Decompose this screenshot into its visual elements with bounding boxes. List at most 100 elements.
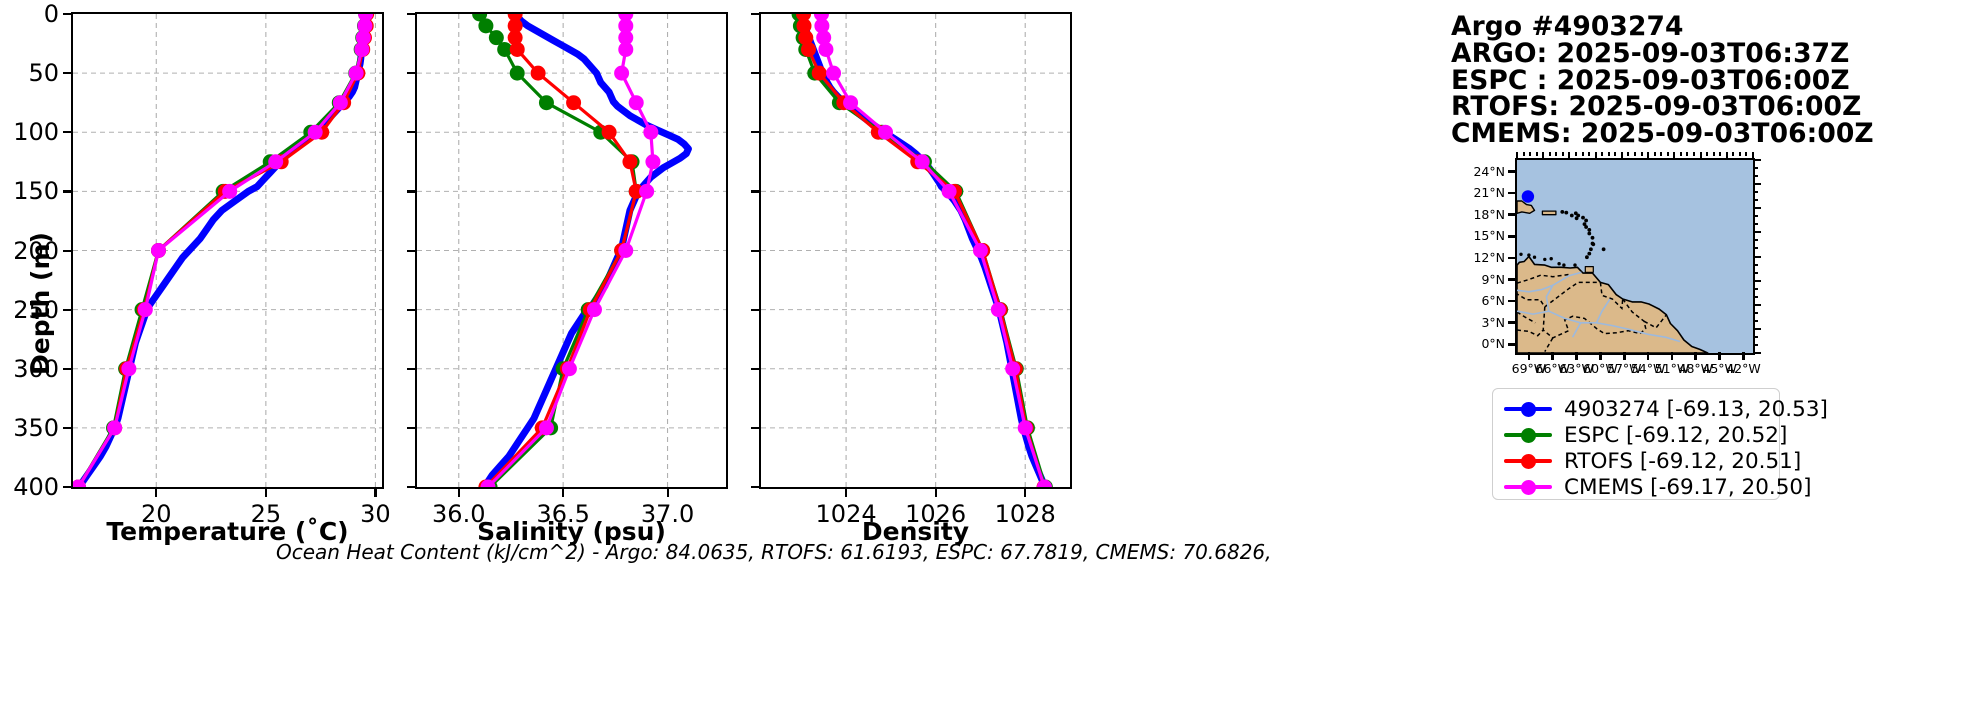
- legend-item-label: ESPC [-69.12, 20.52]: [1564, 422, 1788, 448]
- x-tick-mark: [666, 488, 669, 497]
- temperature-curves: [73, 14, 382, 487]
- y-tick-mark: [407, 249, 416, 252]
- y-tick-mark: [751, 190, 760, 193]
- map-lat-tick-mark: [1508, 342, 1516, 346]
- y-tick-mark: [751, 486, 760, 489]
- map-right-tick-mark: [1754, 239, 1758, 242]
- density-axis-label: Density: [861, 517, 970, 546]
- map-right-tick-mark: [1754, 319, 1758, 322]
- location-map[interactable]: [1515, 158, 1755, 355]
- map-lon-tick-mark: [1742, 352, 1745, 360]
- map-top-tick-mark: [1706, 152, 1709, 156]
- map-lon-tick-mark: [1646, 352, 1650, 360]
- y-tick-mark: [63, 486, 72, 489]
- series-legend[interactable]: 4903274 [-69.13, 20.53] ESPC [-69.12, 20.…: [1492, 388, 1828, 500]
- map-right-tick-mark: [1754, 199, 1758, 202]
- map-right-tick-mark: [1754, 183, 1761, 186]
- x-tick-mark: [934, 488, 937, 497]
- map-lon-tick-mark: [1575, 352, 1578, 360]
- y-tick-mark: [407, 72, 416, 75]
- x-tick-mark: [845, 488, 848, 497]
- map-lat-tick-label: 24°N: [1473, 163, 1505, 179]
- y-tick-mark: [63, 13, 72, 16]
- map-top-tick-mark: [1607, 152, 1610, 156]
- x-tick-label: 36.5: [536, 500, 590, 528]
- y-tick-mark: [63, 249, 72, 252]
- header-line-0: Argo #4903274: [1451, 11, 1684, 42]
- y-tick-label: 300: [13, 354, 59, 383]
- map-top-tick-mark: [1647, 152, 1650, 159]
- map-right-tick-mark: [1754, 247, 1758, 250]
- y-tick-mark: [407, 486, 416, 489]
- legend-item-2[interactable]: RTOFS [-69.12, 20.51]: [1504, 448, 1801, 474]
- y-tick-label: 350: [13, 413, 59, 442]
- y-tick-label: 150: [13, 177, 59, 206]
- header-line-3: RTOFS: 2025-09-03T06:00Z: [1451, 91, 1862, 123]
- x-tick-mark: [457, 488, 460, 497]
- map-top-tick-mark: [1601, 152, 1604, 156]
- y-tick-mark: [63, 426, 72, 430]
- x-tick-label: 37.0: [640, 500, 695, 528]
- map-lat-tick-label: 9°N: [1481, 271, 1505, 287]
- map-lat-tick-label: 21°N: [1473, 185, 1505, 201]
- legend-marker-dot: [1521, 427, 1536, 443]
- map-lat-tick-label: 12°N: [1473, 249, 1505, 265]
- map-lon-tick-mark: [1622, 352, 1626, 360]
- y-tick-mark: [751, 426, 760, 430]
- map-top-tick-mark: [1725, 152, 1728, 159]
- map-right-tick-mark: [1754, 279, 1761, 282]
- legend-marker-dot: [1521, 401, 1536, 417]
- map-top-tick-mark: [1529, 152, 1532, 156]
- map-lon-tick-label: 42°W: [1726, 361, 1761, 376]
- x-tick-label: 1024: [815, 500, 877, 528]
- x-tick-mark: [264, 488, 268, 497]
- map-top-tick-mark: [1522, 152, 1525, 156]
- map-lon-tick-label: 69°W: [1511, 361, 1547, 376]
- map-lat-tick-label: 18°N: [1473, 206, 1505, 222]
- y-tick-label: 400: [13, 473, 59, 501]
- map-lat-tick-label: 3°N: [1481, 314, 1505, 330]
- map-top-tick-mark: [1653, 152, 1656, 156]
- salinity-axis-label: Salinity (psu): [477, 517, 666, 546]
- legend-item-3[interactable]: CMEMS [-69.17, 20.50]: [1504, 474, 1811, 500]
- map-right-tick-mark: [1754, 271, 1758, 274]
- map-top-tick-mark: [1620, 152, 1623, 159]
- temperature-axis-label: Temperature (˚C): [106, 517, 349, 546]
- legend-item-0[interactable]: 4903274 [-69.13, 20.53]: [1504, 396, 1828, 422]
- legend-item-label: 4903274 [-69.13, 20.53]: [1564, 396, 1828, 422]
- map-lat-tick-mark: [1508, 278, 1516, 281]
- y-tick-mark: [63, 367, 72, 370]
- map-top-tick-mark: [1588, 152, 1591, 156]
- map-top-tick-mark: [1516, 152, 1518, 159]
- y-tick-mark: [63, 308, 72, 311]
- map-right-tick-mark: [1754, 287, 1758, 290]
- legend-marker-dot: [1521, 479, 1536, 495]
- legend-item-1[interactable]: ESPC [-69.12, 20.52]: [1504, 422, 1787, 448]
- y-tick-mark: [407, 190, 416, 193]
- density-curves: [761, 14, 1070, 487]
- map-right-tick-mark: [1754, 175, 1758, 178]
- x-tick-mark: [1024, 488, 1027, 497]
- map-top-tick-mark: [1693, 152, 1695, 156]
- map-top-tick-mark: [1745, 152, 1748, 156]
- temperature-plot-area: [71, 12, 384, 489]
- y-tick-mark: [407, 13, 416, 16]
- map-lon-tick-mark: [1694, 352, 1698, 360]
- legend-line-swatch: [1504, 427, 1552, 443]
- map-lat-tick-label: 0°N: [1481, 336, 1505, 352]
- map-geometry: [1517, 160, 1753, 353]
- map-top-tick-mark: [1575, 152, 1577, 156]
- map-right-tick-mark: [1754, 352, 1761, 354]
- map-top-tick-mark: [1614, 152, 1617, 156]
- map-right-tick-mark: [1754, 335, 1758, 338]
- map-lat-tick-mark: [1508, 170, 1516, 173]
- map-lon-tick-label: 66°W: [1535, 361, 1571, 376]
- map-lat-tick-mark: [1508, 299, 1516, 303]
- map-lat-tick-mark: [1508, 256, 1516, 260]
- y-tick-mark: [751, 308, 760, 311]
- map-right-tick-mark: [1754, 303, 1761, 306]
- map-top-tick-mark: [1548, 152, 1551, 156]
- x-tick-label: 1026: [905, 500, 967, 528]
- x-tick-label: 20: [140, 500, 172, 528]
- map-top-tick-mark: [1568, 152, 1571, 159]
